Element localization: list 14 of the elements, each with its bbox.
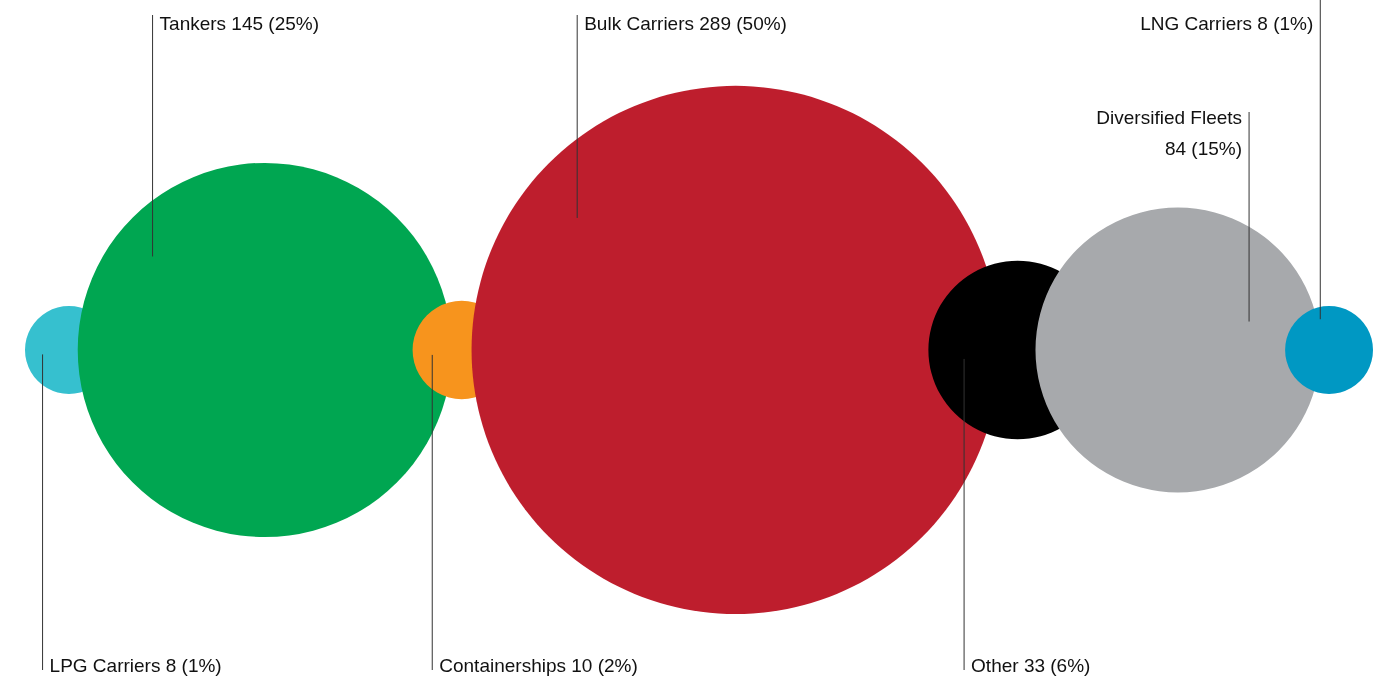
- data-label: 8 (1%): [1257, 13, 1314, 34]
- category-label: LPG Carriers: [49, 655, 161, 676]
- category-label: Diversified Fleets: [1096, 107, 1243, 128]
- category-label: Bulk Carriers: [584, 13, 695, 34]
- category-label: LNG Carriers: [1140, 13, 1253, 34]
- data-label: 10 (2%): [571, 655, 638, 676]
- data-label: 289 (50%): [699, 13, 787, 34]
- data-label: 8 (1%): [165, 655, 222, 676]
- category-label: Containerships: [439, 655, 566, 676]
- data-label: 84 (15%): [1164, 138, 1243, 159]
- data-label: 33 (6%): [1023, 655, 1091, 676]
- category-label: Tankers: [159, 13, 227, 34]
- category-label: Other: [971, 655, 1020, 676]
- data-label: 145 (25%): [231, 13, 320, 34]
